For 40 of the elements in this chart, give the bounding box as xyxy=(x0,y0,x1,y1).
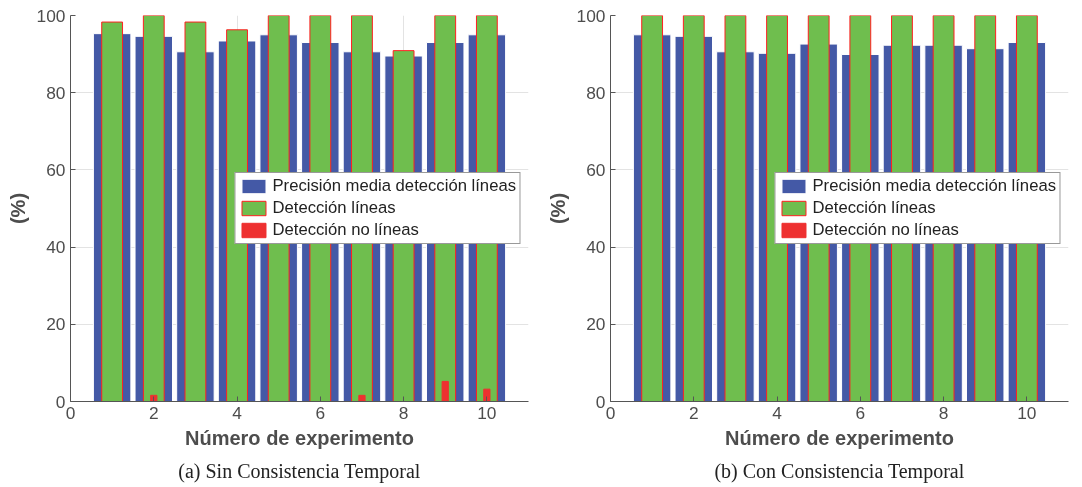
y-tick-label: 60 xyxy=(586,159,606,180)
y-tick-label: 100 xyxy=(36,5,66,26)
y-axis-title: (%) xyxy=(546,192,569,225)
bar xyxy=(184,21,207,402)
x-axis-title: Número de experimento xyxy=(725,426,954,449)
legend-label: Precisión media detección líneas xyxy=(812,176,1056,196)
bar xyxy=(226,29,248,402)
x-tick-label: 8 xyxy=(938,402,949,423)
legend-label: Precisión media detección líneas xyxy=(272,176,516,196)
x-axis-title: Número de experimento xyxy=(185,426,414,449)
legend-label: Detección no líneas xyxy=(272,220,419,240)
y-tick-label: 20 xyxy=(46,314,66,335)
y-tick-label: 80 xyxy=(586,82,606,103)
legend-label: Detección líneas xyxy=(812,198,936,218)
y-tick-label: 100 xyxy=(576,5,606,26)
x-tick-label: 10 xyxy=(477,402,497,423)
x-tick-label: 4 xyxy=(232,402,243,423)
x-tick-label: 2 xyxy=(688,402,699,423)
y-tick-label: 40 xyxy=(586,237,606,258)
x-tick-label: 4 xyxy=(772,402,783,423)
text: (a) Sin Consistencia Temporal xyxy=(178,459,421,483)
text: (b) Con Consistencia Temporal xyxy=(714,459,965,483)
bar xyxy=(441,380,449,402)
bar xyxy=(483,388,491,402)
bar xyxy=(150,394,158,402)
bar xyxy=(101,21,124,402)
y-tick-label: 40 xyxy=(46,237,66,258)
x-tick-label: 2 xyxy=(148,402,159,423)
x-tick-label: 6 xyxy=(855,402,866,423)
legend-label: Detección no líneas xyxy=(812,220,959,240)
y-tick-label: 80 xyxy=(46,82,66,103)
x-tick-label: 8 xyxy=(398,402,409,423)
x-tick-label: 6 xyxy=(315,402,326,423)
y-tick-label: 60 xyxy=(46,159,66,180)
legend-label: Detección líneas xyxy=(272,198,396,218)
x-tick-label: 10 xyxy=(1017,402,1037,423)
bar xyxy=(142,15,165,402)
bar xyxy=(358,394,366,402)
y-tick-label: 20 xyxy=(586,314,606,335)
y-axis-title: (%) xyxy=(6,192,29,225)
